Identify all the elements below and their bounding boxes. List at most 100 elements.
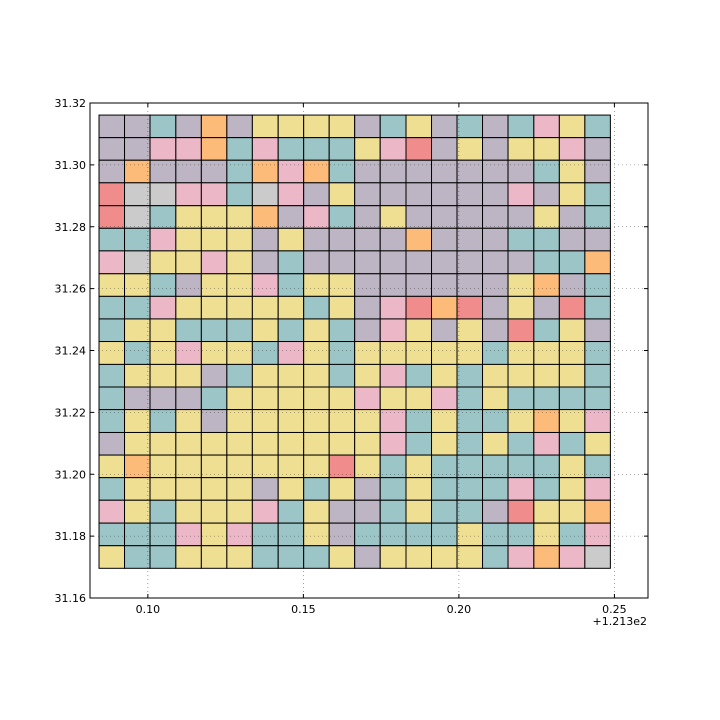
heatmap-cell [482, 318, 509, 343]
heatmap-cell [584, 159, 611, 184]
heatmap-cell [98, 250, 126, 275]
axis-ticks: 0.10 0.15 0.20 0.25 31.16 31.18 31.20 31.22 31.2… [55, 97, 648, 616]
heatmap-cell [328, 137, 356, 161]
heatmap-cell [149, 250, 177, 275]
heatmap-cell [405, 477, 433, 501]
heatmap-cell [98, 227, 126, 252]
heatmap-cell [277, 363, 305, 388]
heatmap-cell [507, 522, 535, 547]
heatmap-cell [354, 295, 381, 320]
y-tick-label: 31.30 [55, 159, 87, 172]
heatmap-cell [533, 227, 560, 252]
heatmap-cell [251, 295, 279, 320]
heatmap-cell [251, 499, 279, 524]
heatmap-cell [303, 205, 330, 229]
heatmap-cell [175, 431, 202, 456]
heatmap-cell [98, 205, 126, 229]
heatmap-cell [124, 227, 151, 252]
heatmap-cell [482, 114, 509, 139]
heatmap-cell [200, 522, 228, 547]
heatmap-cell [149, 159, 177, 184]
heatmap-cell [431, 386, 458, 411]
heatmap-cell [558, 386, 586, 411]
heatmap-cell [251, 386, 279, 411]
heatmap-cell [584, 499, 611, 524]
heatmap-cell [124, 295, 151, 320]
heatmap-cell [507, 499, 535, 524]
heatmap-cell [124, 431, 151, 456]
heatmap-cell [482, 431, 509, 456]
heatmap-cell [200, 273, 228, 297]
heatmap-cell [507, 114, 535, 139]
heatmap-cell [277, 499, 305, 524]
heatmap-cell [379, 137, 407, 161]
heatmap-cell [226, 250, 253, 275]
heatmap-cell [354, 499, 381, 524]
heatmap-cell [200, 250, 228, 275]
heatmap-cell [379, 159, 407, 184]
heatmap-cell [149, 386, 177, 411]
heatmap-cell [277, 273, 305, 297]
heatmap-cell [277, 477, 305, 501]
heatmap-cell [584, 522, 611, 547]
heatmap-cell [124, 137, 151, 161]
heatmap-cell [149, 409, 177, 433]
heatmap-cell [149, 273, 177, 297]
heatmap-cell [584, 250, 611, 275]
heatmap-cell [482, 409, 509, 433]
heatmap-cell [200, 205, 228, 229]
heatmap-cell [98, 499, 126, 524]
heatmap-cell [405, 545, 433, 569]
heatmap-cell [558, 295, 586, 320]
heatmap-cell [354, 250, 381, 275]
heatmap-cell [251, 545, 279, 569]
heatmap-cell [98, 159, 126, 184]
heatmap-cell [277, 409, 305, 433]
heatmap-cell [533, 182, 560, 207]
heatmap-cell [98, 341, 126, 365]
heatmap-cell [431, 182, 458, 207]
heatmap-cell [98, 386, 126, 411]
heatmap-cell [558, 341, 586, 365]
heatmap-cell [226, 205, 253, 229]
heatmap-cell [124, 545, 151, 569]
heatmap-cell [456, 205, 484, 229]
heatmap-cell [456, 137, 484, 161]
heatmap-cell [200, 431, 228, 456]
heatmap-cell [507, 363, 535, 388]
heatmap-cell [405, 522, 433, 547]
heatmap-cell [405, 227, 433, 252]
heatmap-cell [251, 250, 279, 275]
heatmap-cell [405, 159, 433, 184]
heatmap-cell [584, 386, 611, 411]
heatmap-cell [303, 182, 330, 207]
heatmap-cell [328, 477, 356, 501]
heatmap-cell [328, 250, 356, 275]
heatmap-cell [431, 341, 458, 365]
heatmap-cell [431, 454, 458, 479]
heatmap-cell [175, 522, 202, 547]
heatmap-cell [379, 341, 407, 365]
heatmap-cell [456, 341, 484, 365]
heatmap-cell [303, 363, 330, 388]
heatmap-cell [558, 205, 586, 229]
heatmap-cell [431, 227, 458, 252]
heatmap-cell [303, 137, 330, 161]
heatmap-cell [149, 545, 177, 569]
heatmap-cell [200, 409, 228, 433]
heatmap-cell [379, 363, 407, 388]
heatmap-cell [98, 409, 126, 433]
heatmap-cell [558, 522, 586, 547]
heatmap-cell [251, 182, 279, 207]
heatmap-cell [124, 205, 151, 229]
heatmap-cell [175, 545, 202, 569]
heatmap-cell [533, 499, 560, 524]
heatmap-cell [354, 522, 381, 547]
heatmap-cell [277, 295, 305, 320]
heatmap-cell [456, 431, 484, 456]
heatmap-cell [149, 114, 177, 139]
heatmap-cell [507, 386, 535, 411]
y-tick-label: 31.24 [55, 345, 87, 358]
heatmap-cell [405, 363, 433, 388]
heatmap-cell [558, 409, 586, 433]
